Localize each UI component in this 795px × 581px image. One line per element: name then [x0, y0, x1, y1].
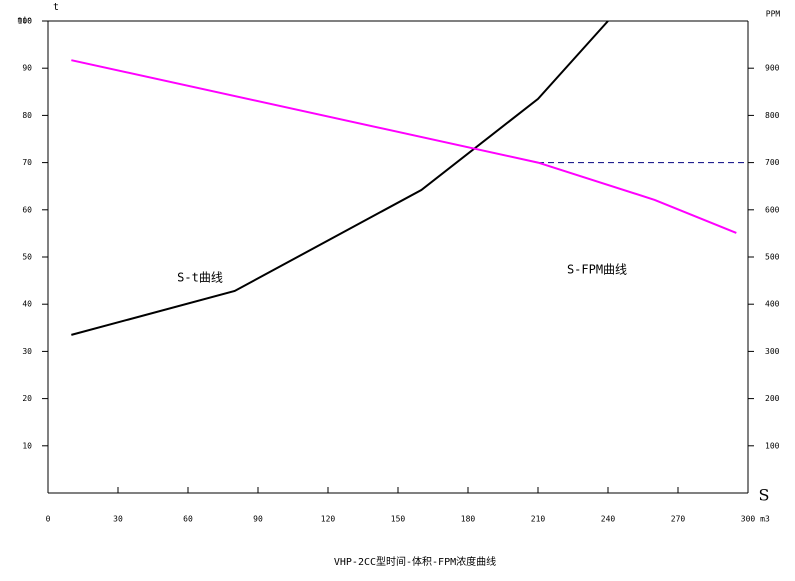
- x-axis-label: S: [759, 486, 770, 505]
- x-tick-label: 90: [253, 515, 263, 524]
- y2-tick-label: 400: [765, 300, 780, 309]
- y2-tick-label: 900: [765, 64, 780, 73]
- y2-tick-label: 100: [765, 441, 780, 450]
- y-tick-label: 40: [22, 300, 32, 309]
- y-unit: min: [18, 16, 33, 25]
- x-tick-label: 30: [113, 515, 123, 524]
- x-tick-label: 210: [531, 515, 546, 524]
- x-tick-label: 60: [183, 515, 193, 524]
- y-tick-label: 30: [22, 347, 32, 356]
- x-tick-label: 120: [321, 515, 336, 524]
- y-tick-label: 50: [22, 253, 32, 262]
- annotation: S-FPM曲线: [567, 263, 627, 277]
- y-axis-label: t: [53, 2, 59, 13]
- y-tick-label: 20: [22, 394, 32, 403]
- y-tick-label: 100: [18, 17, 33, 26]
- y2-tick-label: 300: [765, 347, 780, 356]
- x-tick-label: 180: [461, 515, 476, 524]
- chart-title: VHP-2CC型时间-体积-FPM浓度曲线: [334, 555, 496, 568]
- x-tick-label: 240: [601, 515, 616, 524]
- y-tick-label: 70: [22, 158, 32, 167]
- y2-tick-label: 700: [765, 158, 780, 167]
- y2-tick-label: 200: [765, 394, 780, 403]
- series-line: [71, 20, 609, 336]
- y-tick-label: 10: [22, 441, 32, 450]
- y2-tick-label: 600: [765, 205, 780, 214]
- x-tick-label: 0: [46, 515, 51, 524]
- y-tick-label: 80: [22, 111, 32, 120]
- x-unit: m3: [760, 515, 770, 524]
- series-line: [71, 59, 737, 234]
- y-tick-label: 60: [22, 205, 32, 214]
- annotation: S-t曲线: [177, 271, 223, 285]
- y-tick-label: 90: [22, 64, 32, 73]
- y2-tick-label: 800: [765, 111, 780, 120]
- y2-tick-label: 500: [765, 253, 780, 262]
- y2-unit: PPM: [766, 10, 781, 19]
- x-tick-label: 270: [671, 515, 686, 524]
- x-tick-label: 300: [741, 515, 756, 524]
- x-tick-label: 150: [391, 515, 406, 524]
